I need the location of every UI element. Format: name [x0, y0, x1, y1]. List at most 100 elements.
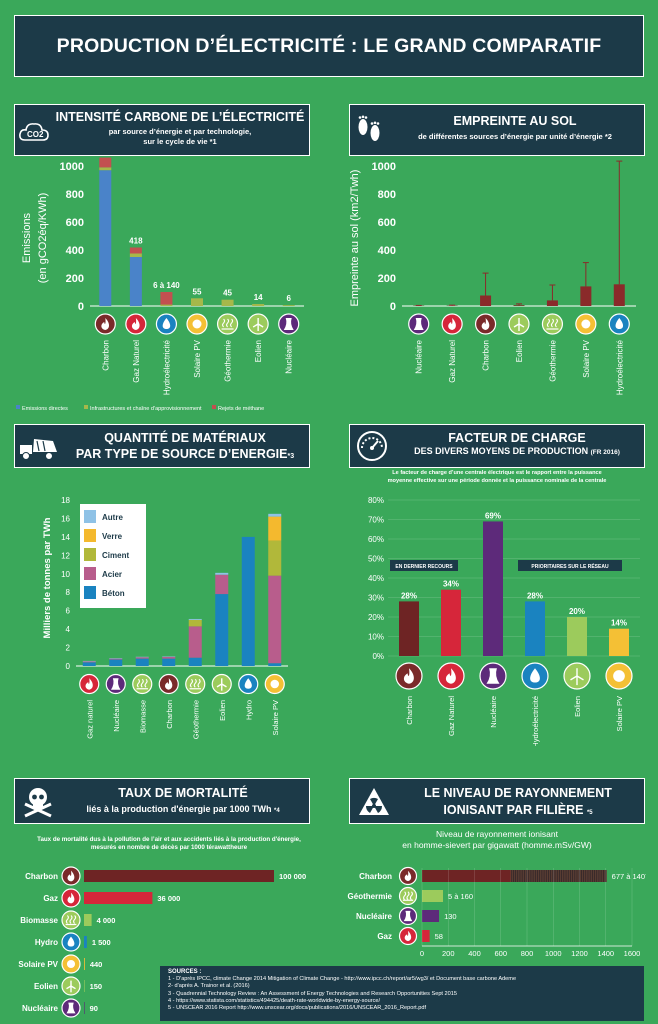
flame-icon — [474, 313, 497, 335]
legend-swatch — [84, 548, 96, 561]
data-label: 28% — [401, 591, 417, 600]
legend-label: Ciment — [102, 551, 129, 560]
radiation-title: LE NIVEAU DE RAYONNEMENT — [424, 786, 612, 800]
bar-segment — [241, 536, 255, 666]
water-drop-icon — [238, 673, 259, 695]
source-line: 5 - UNSCEAR 2016 Report http://www.unsce… — [168, 1005, 427, 1012]
radiation-title-2: IONISANT PAR FILIÈRE — [443, 803, 584, 817]
x-tick-label: Solaire PV — [193, 339, 202, 377]
x-tick-label: Nucléaire — [285, 339, 294, 373]
x-tick-label: Biomasse — [138, 700, 147, 733]
bar — [513, 305, 525, 306]
data-label: 1 500 — [92, 938, 111, 947]
materials-chart: Milliers de tonnes par TWh 0 2 4 6 8 10 12 14 16 1… — [42, 496, 288, 739]
tag-box — [518, 560, 622, 571]
y-axis-label: Empreinte au sol (km2/Twh) — [349, 170, 361, 307]
capacity-title-2: DES DIVERS MOYENS DE PRODUCTION — [414, 446, 589, 456]
legend-label: Emissions directes — [22, 406, 68, 412]
data-label: 20% — [569, 607, 585, 616]
data-label: 6 à 140 — [153, 281, 180, 290]
y-tick-label: 70% — [368, 516, 384, 525]
carbon-subtitle: par source d’énergie et par technologie, — [108, 127, 252, 136]
y-tick-label: 800 — [66, 189, 84, 201]
y-tick-label: 4 — [66, 625, 71, 634]
wind-turbine-icon — [508, 313, 530, 335]
y-tick-label: 0 — [78, 301, 84, 313]
bar — [613, 284, 625, 306]
bar-segment — [215, 574, 229, 595]
x-tick-label: Solaire PV — [271, 700, 280, 735]
tag-last-resort: EN DERNIER RECOURS — [395, 564, 453, 570]
mortality-desc-1: Taux de mortalité dus à la pollution de … — [37, 836, 301, 843]
page-title: PRODUCTION D’ÉLECTRICITÉ : LE GRAND COMP… — [56, 34, 602, 57]
radiation-title-note: *5 — [586, 810, 593, 816]
wind-turbine-icon — [247, 313, 269, 335]
sun-icon — [605, 662, 633, 690]
bar-segment — [162, 658, 176, 666]
x-tick-label: Charbon — [101, 340, 110, 371]
concrete-mixer-icon — [19, 433, 61, 461]
legend-swatch — [84, 510, 96, 523]
radiation-chart: Charbon 677 à 1407 Géothermie 5 à 160 Nucléa… — [348, 866, 646, 958]
geothermal-icon — [216, 313, 239, 335]
co2-icon: CO2 — [19, 120, 49, 144]
mortality-chart: Charbon 100 000 Gaz 36 000 Biomasse 4 000 Hydr… — [18, 866, 306, 1018]
bar — [84, 914, 92, 926]
radiation-chart-title-2: en homme-sievert par gigawatt (homme.mSv… — [402, 840, 592, 850]
capacity-desc-2: moyenne effective sur une période donnée… — [387, 477, 607, 484]
nuclear-tower-icon — [398, 906, 418, 926]
radiation-header: LE NIVEAU DE RAYONNEMENT IONISANT PAR FI… — [349, 778, 645, 824]
x-tick-label: Hydro — [244, 700, 253, 720]
y-tick-label: 200 — [66, 273, 84, 285]
bar-segment — [252, 304, 265, 306]
sun-icon — [264, 673, 285, 695]
materials-title-line2: PAR TYPE DE SOURCE D’ENERGIE*3 — [59, 447, 311, 461]
legend-swatch — [84, 567, 96, 580]
footprint-title: EMPREINTE AU SOL — [453, 114, 577, 128]
bar-segment — [109, 659, 123, 666]
bar-segment — [162, 656, 176, 659]
bar-segment — [268, 663, 282, 666]
bar — [84, 936, 87, 948]
x-tick-label: 1600 — [624, 949, 641, 958]
skull-crossbones-icon — [21, 786, 55, 818]
bar — [422, 910, 440, 922]
sources-heading: SOURCES : — [168, 969, 202, 975]
y-tick-label: 20% — [368, 613, 384, 622]
bar — [441, 589, 461, 656]
materials-title-2: PAR TYPE DE SOURCE D’ENERGIE — [75, 447, 288, 461]
capacity-chart: 0% 10% 20% 30% 40% 50% 60% 70% 80% 28% Charbon 34% G… — [368, 496, 640, 746]
data-label: 55 — [193, 287, 202, 296]
legend-swatch — [212, 405, 216, 409]
flame-icon — [441, 313, 463, 335]
data-label: 150 — [90, 982, 103, 991]
data-label: 677 à 1407 — [612, 872, 646, 881]
data-label: 418 — [129, 236, 143, 245]
source-line: 1 - D'après IPCC, climate Change 2014 Mi… — [168, 976, 517, 983]
bar — [480, 295, 492, 306]
nuclear-tower-icon — [479, 662, 507, 690]
y-tick-label: Gaz — [43, 894, 58, 903]
radiation-title-line2: IONISANT PAR FILIÈRE *5 — [390, 803, 646, 817]
x-tick-label: Nucléaire — [415, 339, 424, 373]
bar-segment — [129, 247, 142, 254]
y-tick-label: 400 — [66, 245, 84, 257]
y-tick-label: 14 — [61, 533, 70, 542]
bar — [525, 601, 545, 656]
y-tick-label: 6 — [66, 607, 71, 616]
flame-icon — [395, 662, 423, 690]
x-tick-label: Charbon — [482, 340, 491, 371]
x-tick-label: Charbon — [165, 700, 174, 729]
bar-segment — [268, 516, 282, 541]
data-label: 4 000 — [97, 916, 116, 925]
nuclear-tower-icon — [408, 313, 430, 335]
bar-segment — [268, 575, 282, 664]
y-tick-label: 1000 — [372, 161, 396, 173]
flame-icon — [94, 313, 116, 335]
y-tick-label: 8 — [66, 588, 71, 597]
legend-swatch — [84, 586, 96, 599]
bar-segment — [268, 513, 282, 517]
y-tick-label: 18 — [61, 496, 70, 505]
footprint-chart: Empreinte au sol (km2/Twh) 0 200 400 600 800 1… — [349, 160, 636, 395]
x-tick-label: 600 — [494, 949, 507, 958]
